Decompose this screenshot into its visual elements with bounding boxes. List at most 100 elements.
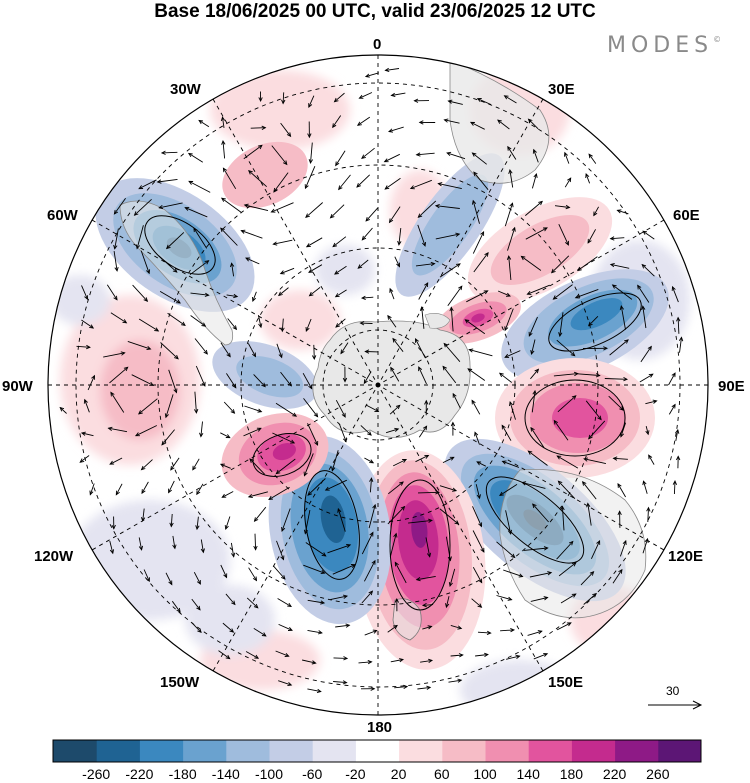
wind-arrow-head: [671, 285, 676, 291]
colorbar-tick-label: 180: [559, 766, 584, 782]
wind-arrow-head: [280, 555, 285, 561]
wind-arrow: [417, 200, 437, 218]
wind-arrow: [474, 432, 480, 445]
wind-arrow-head: [176, 607, 181, 613]
wind-arrow-head: [484, 652, 489, 657]
lon-label-120e: 120E: [668, 548, 704, 565]
wind-arrow: [160, 342, 179, 360]
wind-arrow-head: [458, 285, 463, 291]
wind-arrow-head: [603, 346, 609, 351]
wind-arrow: [593, 206, 599, 216]
wind-arrow: [220, 463, 231, 469]
wind-arrow-head: [415, 337, 419, 343]
colorbar-swatch: [139, 740, 184, 762]
wind-arrow-head: [277, 291, 283, 297]
wind-arrow: [225, 516, 231, 530]
wind-arrow-head: [520, 255, 526, 261]
wind-arrow: [528, 316, 538, 337]
wind-arrow: [580, 571, 594, 586]
anomaly-patch-positive: [100, 340, 180, 440]
wind-arrow: [473, 252, 489, 273]
wind-arrow-head: [419, 306, 425, 311]
wind-arrow: [325, 479, 347, 491]
wind-arrow: [109, 366, 128, 384]
wind-arrow: [200, 539, 204, 553]
wind-arrow: [188, 153, 204, 163]
wind-arrow-head: [284, 652, 290, 657]
wind-arrow: [143, 569, 150, 582]
colorbar-swatch: [96, 740, 140, 762]
wind-arrow: [476, 461, 486, 467]
wind-arrow: [564, 152, 570, 164]
map-title: Base 18/06/2025 00 UTC, valid 23/06/2025…: [154, 1, 596, 22]
wind-arrow: [392, 338, 404, 352]
wind-arrow: [612, 569, 623, 584]
wind-arrow-head: [113, 295, 118, 301]
wind-arrow-head: [258, 97, 263, 103]
wind-arrow: [307, 688, 321, 693]
wind-arrow-head: [89, 490, 94, 496]
wind-arrow: [530, 427, 545, 449]
wind-arrow: [472, 231, 485, 254]
wind-arrow: [585, 400, 602, 420]
wind-arrow-head: [397, 240, 402, 246]
wind-arrow: [387, 625, 398, 633]
wind-arrow-head: [587, 238, 592, 244]
wind-arrow-head: [83, 398, 88, 404]
wind-arrow-head: [138, 545, 144, 551]
wind-arrow: [142, 508, 145, 521]
wind-arrow: [200, 421, 203, 437]
wind-arrow-head: [530, 350, 535, 356]
wind-arrow-head: [503, 95, 509, 100]
wind-arrow: [525, 227, 548, 240]
wind-arrow-head: [86, 344, 91, 350]
wind-arrow: [472, 152, 487, 165]
wind-arrow: [500, 629, 515, 632]
wind-arrow: [577, 256, 598, 271]
wind-arrow-head: [547, 571, 553, 576]
wind-arrow: [79, 455, 90, 463]
wind-arrow: [335, 624, 350, 628]
lon-label-30e: 30E: [548, 81, 575, 98]
wind-arrow-head: [450, 421, 456, 427]
wind-arrow-head: [428, 658, 434, 663]
wind-arrow-head: [341, 412, 346, 418]
colorbar-tick-label: -100: [254, 766, 284, 782]
wind-arrow: [249, 458, 266, 475]
lon-label-180: 180: [367, 719, 393, 736]
wind-arrow: [388, 481, 404, 495]
wind-arrow-head: [480, 230, 485, 236]
wind-arrow: [390, 659, 404, 663]
wind-arrow-head: [229, 628, 235, 633]
wind-arrow-head: [113, 244, 118, 250]
wind-arrow-head: [518, 573, 524, 578]
wind-arrow: [170, 513, 173, 527]
wind-arrow-head: [457, 625, 463, 630]
lon-label-90w: 90W: [2, 378, 33, 395]
wind-arrow: [244, 204, 269, 212]
wind-arrow-head: [409, 185, 415, 190]
wind-arrow: [443, 343, 461, 362]
wind-arrow: [675, 429, 679, 441]
wind-arrow-head: [329, 213, 335, 219]
wind-arrow: [356, 174, 371, 188]
wind-arrow: [641, 264, 655, 277]
wind-arrow-head: [287, 602, 292, 608]
wind-arrow: [388, 126, 404, 133]
wind-arrow-head: [252, 576, 258, 582]
wind-arrow: [301, 659, 316, 664]
wind-arrow: [332, 115, 342, 128]
wind-arrow: [502, 460, 520, 468]
wind-arrow: [435, 205, 460, 209]
wind-arrow-head: [220, 197, 226, 202]
wind-arrow-head: [308, 159, 313, 165]
wind-arrow: [248, 491, 269, 498]
wind-arrow: [138, 398, 158, 415]
reference-vector: [648, 700, 703, 710]
wind-arrow: [303, 453, 314, 476]
colorbar-swatch: [614, 740, 659, 762]
wind-arrow-head: [359, 321, 365, 326]
wind-arrow-head: [361, 235, 367, 241]
wind-arrow: [527, 284, 550, 295]
wind-arrow: [452, 393, 461, 409]
